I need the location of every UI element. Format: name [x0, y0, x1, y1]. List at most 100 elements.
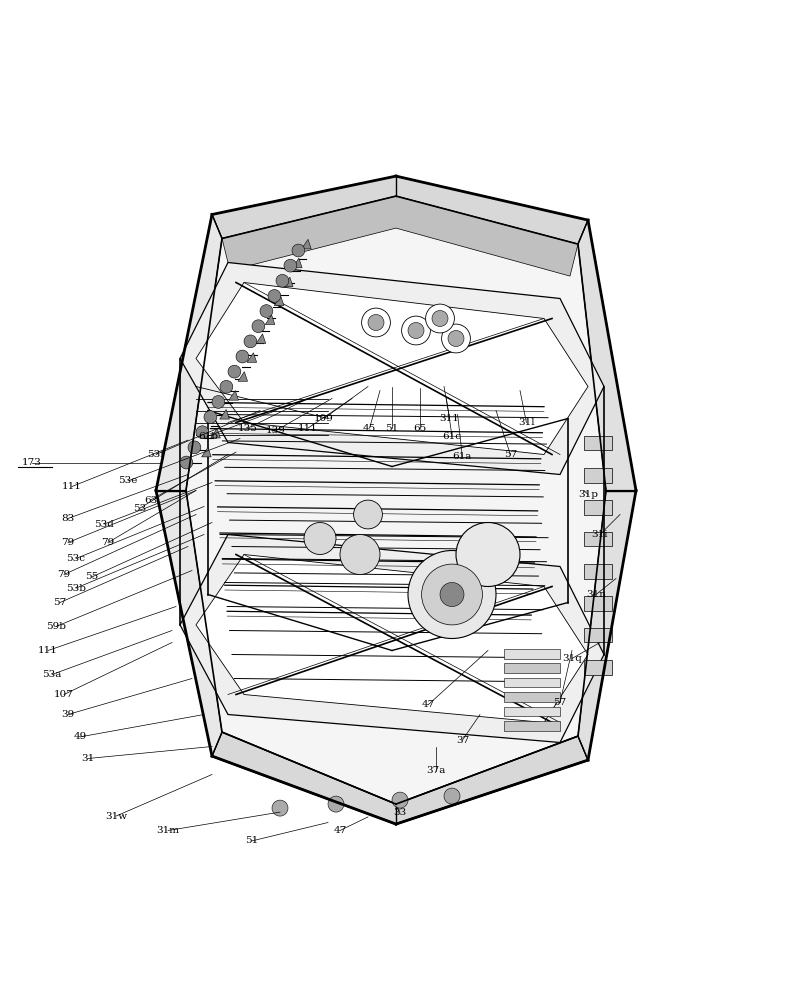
Text: 31n: 31n — [586, 590, 606, 599]
Circle shape — [244, 335, 257, 347]
Bar — [504, 721, 560, 731]
Text: 61a: 61a — [453, 452, 472, 461]
Text: 79: 79 — [58, 570, 70, 579]
Polygon shape — [202, 447, 211, 457]
Circle shape — [236, 350, 249, 363]
Circle shape — [442, 324, 470, 353]
Text: 53d: 53d — [94, 520, 114, 529]
Circle shape — [260, 305, 273, 318]
Polygon shape — [578, 220, 636, 490]
Circle shape — [432, 311, 448, 327]
Bar — [584, 596, 612, 610]
Polygon shape — [196, 283, 588, 454]
Circle shape — [402, 316, 430, 345]
Circle shape — [196, 426, 209, 439]
Text: 31q: 31q — [562, 654, 582, 663]
Polygon shape — [210, 429, 220, 438]
Bar — [504, 663, 560, 673]
Polygon shape — [156, 490, 222, 756]
Circle shape — [268, 289, 281, 302]
Text: 135: 135 — [238, 424, 258, 433]
Text: 39: 39 — [62, 710, 74, 719]
Text: 111: 111 — [298, 424, 318, 433]
Text: 53c: 53c — [66, 554, 86, 563]
Circle shape — [456, 523, 520, 587]
Text: 53a: 53a — [42, 670, 62, 679]
Text: 47: 47 — [422, 700, 434, 709]
Text: 37a: 37a — [426, 766, 446, 775]
Text: 45: 45 — [363, 424, 376, 433]
Circle shape — [220, 381, 233, 393]
Circle shape — [392, 792, 408, 808]
Text: 31: 31 — [82, 754, 94, 763]
Text: 83: 83 — [62, 514, 74, 523]
Bar — [584, 437, 612, 450]
Bar — [504, 693, 560, 701]
Text: 31i: 31i — [592, 530, 608, 539]
Bar — [504, 706, 560, 716]
Text: 111: 111 — [62, 482, 82, 491]
Circle shape — [354, 500, 382, 529]
Circle shape — [440, 583, 464, 606]
Circle shape — [340, 535, 380, 575]
Polygon shape — [302, 239, 311, 249]
Text: 111: 111 — [38, 646, 58, 655]
Text: 109: 109 — [314, 414, 334, 423]
Text: 107: 107 — [54, 690, 74, 699]
Circle shape — [212, 395, 225, 408]
Bar — [584, 660, 612, 675]
Text: 47: 47 — [334, 826, 346, 835]
Text: 53: 53 — [134, 503, 146, 513]
Polygon shape — [274, 296, 284, 306]
Circle shape — [276, 275, 289, 287]
Bar — [584, 500, 612, 514]
Circle shape — [426, 304, 454, 333]
Circle shape — [188, 440, 201, 454]
Text: 31l: 31l — [518, 418, 534, 427]
Text: 37: 37 — [456, 736, 469, 745]
Polygon shape — [229, 390, 238, 400]
Text: 79: 79 — [62, 538, 74, 547]
Circle shape — [272, 800, 288, 816]
Polygon shape — [256, 334, 266, 343]
Polygon shape — [212, 177, 588, 244]
Circle shape — [328, 797, 344, 812]
Polygon shape — [180, 535, 604, 743]
Bar — [504, 678, 560, 688]
Circle shape — [408, 550, 496, 639]
Bar — [584, 628, 612, 643]
Circle shape — [292, 244, 305, 257]
Text: 55: 55 — [86, 572, 98, 582]
Text: 33: 33 — [394, 807, 406, 816]
Circle shape — [422, 564, 482, 625]
Text: 53e: 53e — [118, 477, 138, 486]
Circle shape — [180, 456, 193, 469]
Text: 49: 49 — [74, 733, 86, 742]
Polygon shape — [156, 215, 222, 490]
Polygon shape — [238, 372, 247, 382]
Polygon shape — [266, 315, 275, 325]
Text: 51: 51 — [246, 837, 258, 846]
Text: 79: 79 — [102, 538, 114, 547]
Text: 31m: 31m — [157, 826, 179, 835]
Text: 31w: 31w — [105, 811, 127, 820]
Circle shape — [284, 259, 297, 272]
Text: 57: 57 — [504, 450, 517, 459]
Circle shape — [362, 308, 390, 336]
Circle shape — [444, 788, 460, 804]
Text: 59b: 59b — [46, 622, 66, 631]
Circle shape — [252, 320, 265, 333]
Text: 63: 63 — [144, 495, 157, 504]
Text: 311: 311 — [440, 414, 459, 423]
Polygon shape — [180, 263, 604, 475]
Polygon shape — [222, 196, 578, 276]
Text: 53b: 53b — [66, 584, 86, 593]
Polygon shape — [196, 554, 588, 722]
Bar — [504, 648, 560, 658]
Text: 61b: 61b — [198, 432, 218, 440]
Polygon shape — [247, 353, 257, 362]
Text: 173: 173 — [22, 458, 42, 467]
Bar — [584, 532, 612, 546]
Text: 139: 139 — [266, 426, 286, 435]
Polygon shape — [212, 732, 588, 824]
